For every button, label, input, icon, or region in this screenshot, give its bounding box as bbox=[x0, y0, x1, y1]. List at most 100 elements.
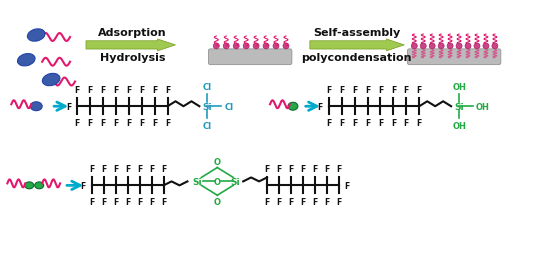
Text: F: F bbox=[161, 197, 166, 207]
Text: F: F bbox=[312, 197, 317, 207]
Text: F: F bbox=[417, 86, 422, 95]
Text: F: F bbox=[113, 165, 118, 174]
Circle shape bbox=[465, 44, 471, 50]
Circle shape bbox=[492, 44, 498, 50]
Text: F: F bbox=[378, 119, 383, 128]
Text: F: F bbox=[89, 165, 95, 174]
Circle shape bbox=[273, 44, 279, 50]
Text: F: F bbox=[149, 165, 154, 174]
Text: F: F bbox=[336, 197, 342, 207]
Text: F: F bbox=[352, 119, 357, 128]
Text: Si: Si bbox=[202, 102, 212, 111]
Ellipse shape bbox=[28, 30, 45, 42]
Text: F: F bbox=[125, 165, 130, 174]
Circle shape bbox=[213, 44, 219, 50]
Text: F: F bbox=[417, 119, 422, 128]
Text: Si: Si bbox=[192, 177, 202, 186]
Text: F: F bbox=[161, 165, 166, 174]
Text: F: F bbox=[149, 197, 154, 207]
Circle shape bbox=[263, 44, 269, 50]
Text: F: F bbox=[87, 119, 92, 128]
Text: F: F bbox=[265, 165, 270, 174]
Text: F: F bbox=[137, 197, 142, 207]
Text: F: F bbox=[404, 86, 409, 95]
Text: F: F bbox=[74, 86, 80, 95]
Circle shape bbox=[233, 44, 239, 50]
Text: F: F bbox=[101, 165, 107, 174]
Text: F: F bbox=[100, 86, 106, 95]
Text: F: F bbox=[113, 119, 118, 128]
Circle shape bbox=[447, 44, 453, 50]
Ellipse shape bbox=[30, 102, 42, 111]
Circle shape bbox=[474, 44, 480, 50]
Ellipse shape bbox=[18, 54, 35, 67]
Circle shape bbox=[411, 44, 417, 50]
Text: F: F bbox=[312, 165, 317, 174]
Circle shape bbox=[420, 44, 426, 50]
Text: O: O bbox=[214, 157, 221, 166]
Text: F: F bbox=[326, 86, 331, 95]
Text: F: F bbox=[288, 197, 294, 207]
Text: F: F bbox=[101, 197, 107, 207]
Circle shape bbox=[456, 44, 462, 50]
Text: F: F bbox=[324, 197, 329, 207]
Ellipse shape bbox=[42, 74, 60, 86]
Text: F: F bbox=[317, 102, 323, 111]
Text: F: F bbox=[390, 86, 396, 95]
Text: Adsorption: Adsorption bbox=[98, 28, 167, 38]
Text: F: F bbox=[365, 119, 370, 128]
Text: F: F bbox=[339, 119, 344, 128]
Circle shape bbox=[483, 44, 489, 50]
Text: OH: OH bbox=[452, 83, 466, 92]
Text: Hydrolysis: Hydrolysis bbox=[100, 53, 166, 62]
Text: F: F bbox=[152, 119, 157, 128]
Text: O: O bbox=[214, 177, 221, 186]
Text: polycondensation: polycondensation bbox=[301, 53, 412, 62]
Text: F: F bbox=[125, 197, 130, 207]
Text: F: F bbox=[113, 197, 118, 207]
Text: F: F bbox=[352, 86, 357, 95]
Text: F: F bbox=[126, 119, 131, 128]
Text: F: F bbox=[139, 86, 144, 95]
Polygon shape bbox=[310, 40, 404, 52]
Text: F: F bbox=[378, 86, 383, 95]
Text: F: F bbox=[276, 165, 282, 174]
Ellipse shape bbox=[35, 182, 43, 189]
Text: F: F bbox=[66, 102, 71, 111]
Text: F: F bbox=[324, 165, 329, 174]
Text: F: F bbox=[113, 86, 118, 95]
Text: F: F bbox=[300, 197, 305, 207]
Circle shape bbox=[438, 44, 444, 50]
Polygon shape bbox=[86, 40, 175, 52]
Text: F: F bbox=[152, 86, 157, 95]
Circle shape bbox=[283, 44, 289, 50]
Circle shape bbox=[243, 44, 249, 50]
Text: F: F bbox=[288, 165, 294, 174]
Text: F: F bbox=[326, 119, 331, 128]
Text: F: F bbox=[265, 197, 270, 207]
Ellipse shape bbox=[288, 103, 298, 111]
Text: F: F bbox=[276, 197, 282, 207]
Text: F: F bbox=[81, 181, 86, 190]
Circle shape bbox=[223, 44, 229, 50]
Text: F: F bbox=[300, 165, 305, 174]
Circle shape bbox=[429, 44, 435, 50]
Text: Si: Si bbox=[230, 177, 240, 186]
Text: F: F bbox=[345, 181, 350, 190]
Ellipse shape bbox=[25, 182, 34, 189]
Text: Cl: Cl bbox=[203, 83, 212, 92]
Text: F: F bbox=[89, 197, 95, 207]
Text: F: F bbox=[137, 165, 142, 174]
Text: F: F bbox=[139, 119, 144, 128]
Text: Self-assembly: Self-assembly bbox=[313, 28, 400, 38]
Text: F: F bbox=[365, 86, 370, 95]
Text: F: F bbox=[404, 119, 409, 128]
FancyBboxPatch shape bbox=[408, 50, 501, 66]
Text: F: F bbox=[339, 86, 344, 95]
Text: O: O bbox=[214, 197, 221, 207]
Text: F: F bbox=[87, 86, 92, 95]
Text: F: F bbox=[336, 165, 342, 174]
Text: F: F bbox=[390, 119, 396, 128]
Text: Si: Si bbox=[454, 102, 464, 111]
FancyBboxPatch shape bbox=[208, 50, 292, 66]
